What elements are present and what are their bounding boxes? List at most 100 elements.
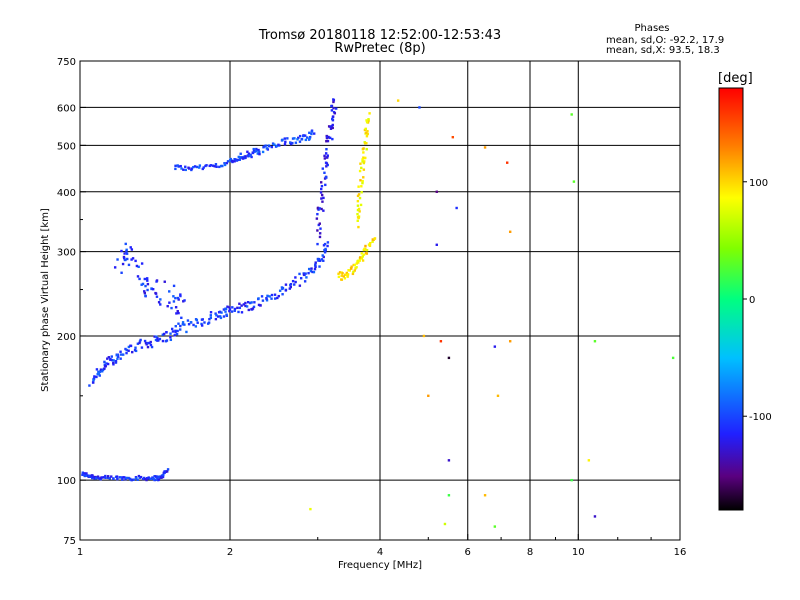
echo-point (283, 143, 287, 146)
echo-point (291, 137, 295, 140)
echo-point (92, 378, 95, 382)
echo-point (238, 302, 241, 305)
echo-point (236, 306, 239, 310)
echo-point (231, 306, 234, 309)
echo-point (320, 181, 323, 184)
echo-point (327, 125, 331, 128)
echo-point (230, 310, 234, 313)
echo-point (322, 209, 325, 212)
echo-point (313, 267, 317, 271)
echo-point (255, 147, 258, 151)
echo-point (114, 361, 118, 364)
echo-point (361, 181, 364, 185)
echo-point (337, 275, 341, 279)
echo-point (174, 329, 177, 333)
echo-point (215, 165, 218, 169)
echo-point (145, 343, 148, 346)
echo-point (258, 152, 261, 156)
echo-point (328, 136, 332, 140)
echo-point (228, 309, 231, 313)
phases-title: Phases (634, 23, 669, 34)
echo-point (257, 303, 261, 307)
echo-point (225, 161, 229, 165)
echo-point (239, 152, 242, 155)
echo-point (439, 340, 443, 343)
echo-point (325, 140, 328, 143)
echo-point (344, 273, 347, 276)
echo-point (119, 350, 122, 353)
echo-point (159, 303, 162, 306)
echo-point (298, 284, 302, 287)
echo-point (271, 142, 275, 145)
echo-point (270, 145, 274, 149)
echo-point (265, 147, 269, 150)
echo-point (252, 147, 255, 151)
echo-point (98, 477, 101, 480)
echo-point (104, 474, 107, 478)
x-axis-label: Frequency [MHz] (338, 560, 422, 571)
echo-point (209, 314, 212, 317)
echo-point (309, 269, 313, 273)
echo-point (101, 368, 105, 372)
echo-point (435, 190, 438, 193)
echo-point (133, 348, 137, 352)
echo-point (107, 356, 111, 359)
echo-point (214, 317, 218, 321)
echo-point (364, 127, 367, 131)
echo-point (318, 259, 322, 262)
colorbar (718, 87, 744, 511)
echo-point (165, 339, 169, 342)
echo-point (345, 273, 349, 277)
echo-point (112, 363, 115, 366)
echo-point (325, 165, 328, 168)
echo-point (322, 196, 325, 200)
echo-point (138, 277, 141, 281)
echo-point (319, 227, 322, 230)
echo-point (318, 265, 321, 268)
echo-point (120, 271, 123, 274)
echo-point (289, 285, 293, 289)
x-tick-label: 2 (227, 547, 233, 558)
echo-point (360, 257, 364, 260)
echo-point (299, 277, 303, 280)
echo-point (338, 271, 342, 274)
echo-point (329, 125, 332, 129)
echo-point (135, 477, 138, 480)
echo-point (570, 478, 573, 482)
echo-point (357, 216, 360, 220)
echo-point (161, 339, 165, 343)
echo-point (342, 275, 345, 278)
echo-point (211, 164, 215, 167)
data-points (81, 98, 675, 528)
echo-point (165, 470, 169, 473)
echo-point (316, 242, 319, 246)
echo-point (98, 374, 101, 377)
echo-point (95, 368, 99, 371)
echo-point (103, 360, 106, 364)
echo-point (155, 475, 158, 478)
y-tick-label: 100 (57, 476, 76, 487)
echo-point (318, 232, 322, 235)
echo-point (300, 137, 303, 141)
echo-point (303, 134, 307, 137)
echo-point (146, 288, 149, 292)
echo-point (222, 315, 226, 318)
echo-point (174, 296, 177, 300)
echo-point (320, 207, 323, 211)
echo-point (244, 304, 247, 308)
echo-point (170, 306, 173, 310)
echo-point (365, 148, 368, 151)
echo-point (170, 327, 174, 331)
echo-point (455, 206, 458, 210)
echo-point (493, 345, 497, 348)
echo-point (288, 287, 292, 290)
chart-subtitle: RwPretec (8p) (334, 41, 425, 56)
echo-point (249, 301, 252, 305)
echo-point (137, 265, 140, 269)
echo-point (364, 156, 367, 160)
echo-point (146, 345, 150, 349)
echo-point (145, 478, 148, 482)
echo-point (174, 324, 177, 328)
echo-point (505, 161, 509, 164)
echo-point (154, 338, 158, 342)
